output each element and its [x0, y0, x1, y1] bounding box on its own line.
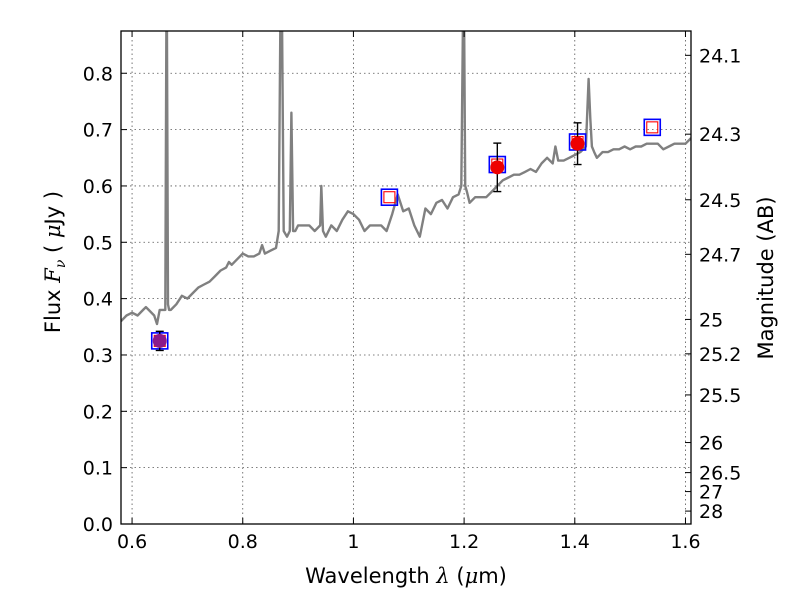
y-tick-label: 0.8 — [83, 63, 113, 85]
observed-point — [152, 333, 167, 348]
y2-tick-label: 26 — [699, 433, 723, 455]
x-axis-label: Wavelength λ (μm) — [305, 564, 507, 588]
y2-tick-label: 24.3 — [699, 124, 741, 146]
x-tick-label: 1.6 — [670, 531, 700, 553]
model-square-inner — [646, 121, 659, 134]
model-photometry — [150, 118, 662, 350]
x-tick-label: 0.6 — [117, 531, 147, 553]
plot-frame — [120, 30, 692, 525]
y2-tick-label: 25 — [699, 309, 723, 331]
model-square-inner — [383, 191, 396, 204]
model-spectrum — [121, 31, 691, 326]
y-axis-label: Flux Fν ( μJy ) — [41, 191, 69, 333]
y-tick-label: 0.2 — [83, 401, 113, 423]
y2-tick-label: 26.5 — [699, 463, 741, 485]
grid-lines — [121, 31, 691, 525]
x-tick-label: 1.4 — [560, 531, 590, 553]
y2-axis-label: Magnitude (AB) — [754, 196, 778, 359]
observed-point — [490, 160, 505, 175]
y2-tick-label: 24.7 — [699, 244, 741, 266]
model-square-marker — [380, 188, 399, 207]
y2-tick-label: 24.1 — [699, 45, 741, 67]
observed-photometry — [152, 122, 585, 352]
spectrum-line — [121, 31, 691, 326]
y-tick-label: 0.6 — [83, 176, 113, 198]
y-tick-label: 0.0 — [83, 514, 113, 536]
y2-tick-label: 25.2 — [699, 344, 741, 366]
y2-tick-label: 25.5 — [699, 385, 741, 407]
y-tick-label: 0.7 — [83, 120, 113, 142]
x-tick-label: 0.8 — [228, 531, 258, 553]
y-tick-label: 0.4 — [83, 289, 113, 311]
observed-point — [570, 136, 585, 151]
y2-tick-label: 24.5 — [699, 190, 741, 212]
y2-tick-label: 28 — [699, 501, 723, 523]
y2-tick-label: 27 — [699, 482, 723, 504]
model-square-marker — [643, 118, 662, 137]
y-tick-label: 0.5 — [83, 232, 113, 254]
y-tick-label: 0.1 — [83, 458, 113, 480]
y-tick-label: 0.3 — [83, 345, 113, 367]
x-tick-label: 1.2 — [449, 531, 479, 553]
axis-ticks: 0.6 0.8 1 1.2 1.4 1.6 0.0 0.1 0.2 0.3 0.4 0.5 0.6 0.7… — [83, 31, 741, 553]
x-tick-label: 1 — [347, 531, 359, 553]
